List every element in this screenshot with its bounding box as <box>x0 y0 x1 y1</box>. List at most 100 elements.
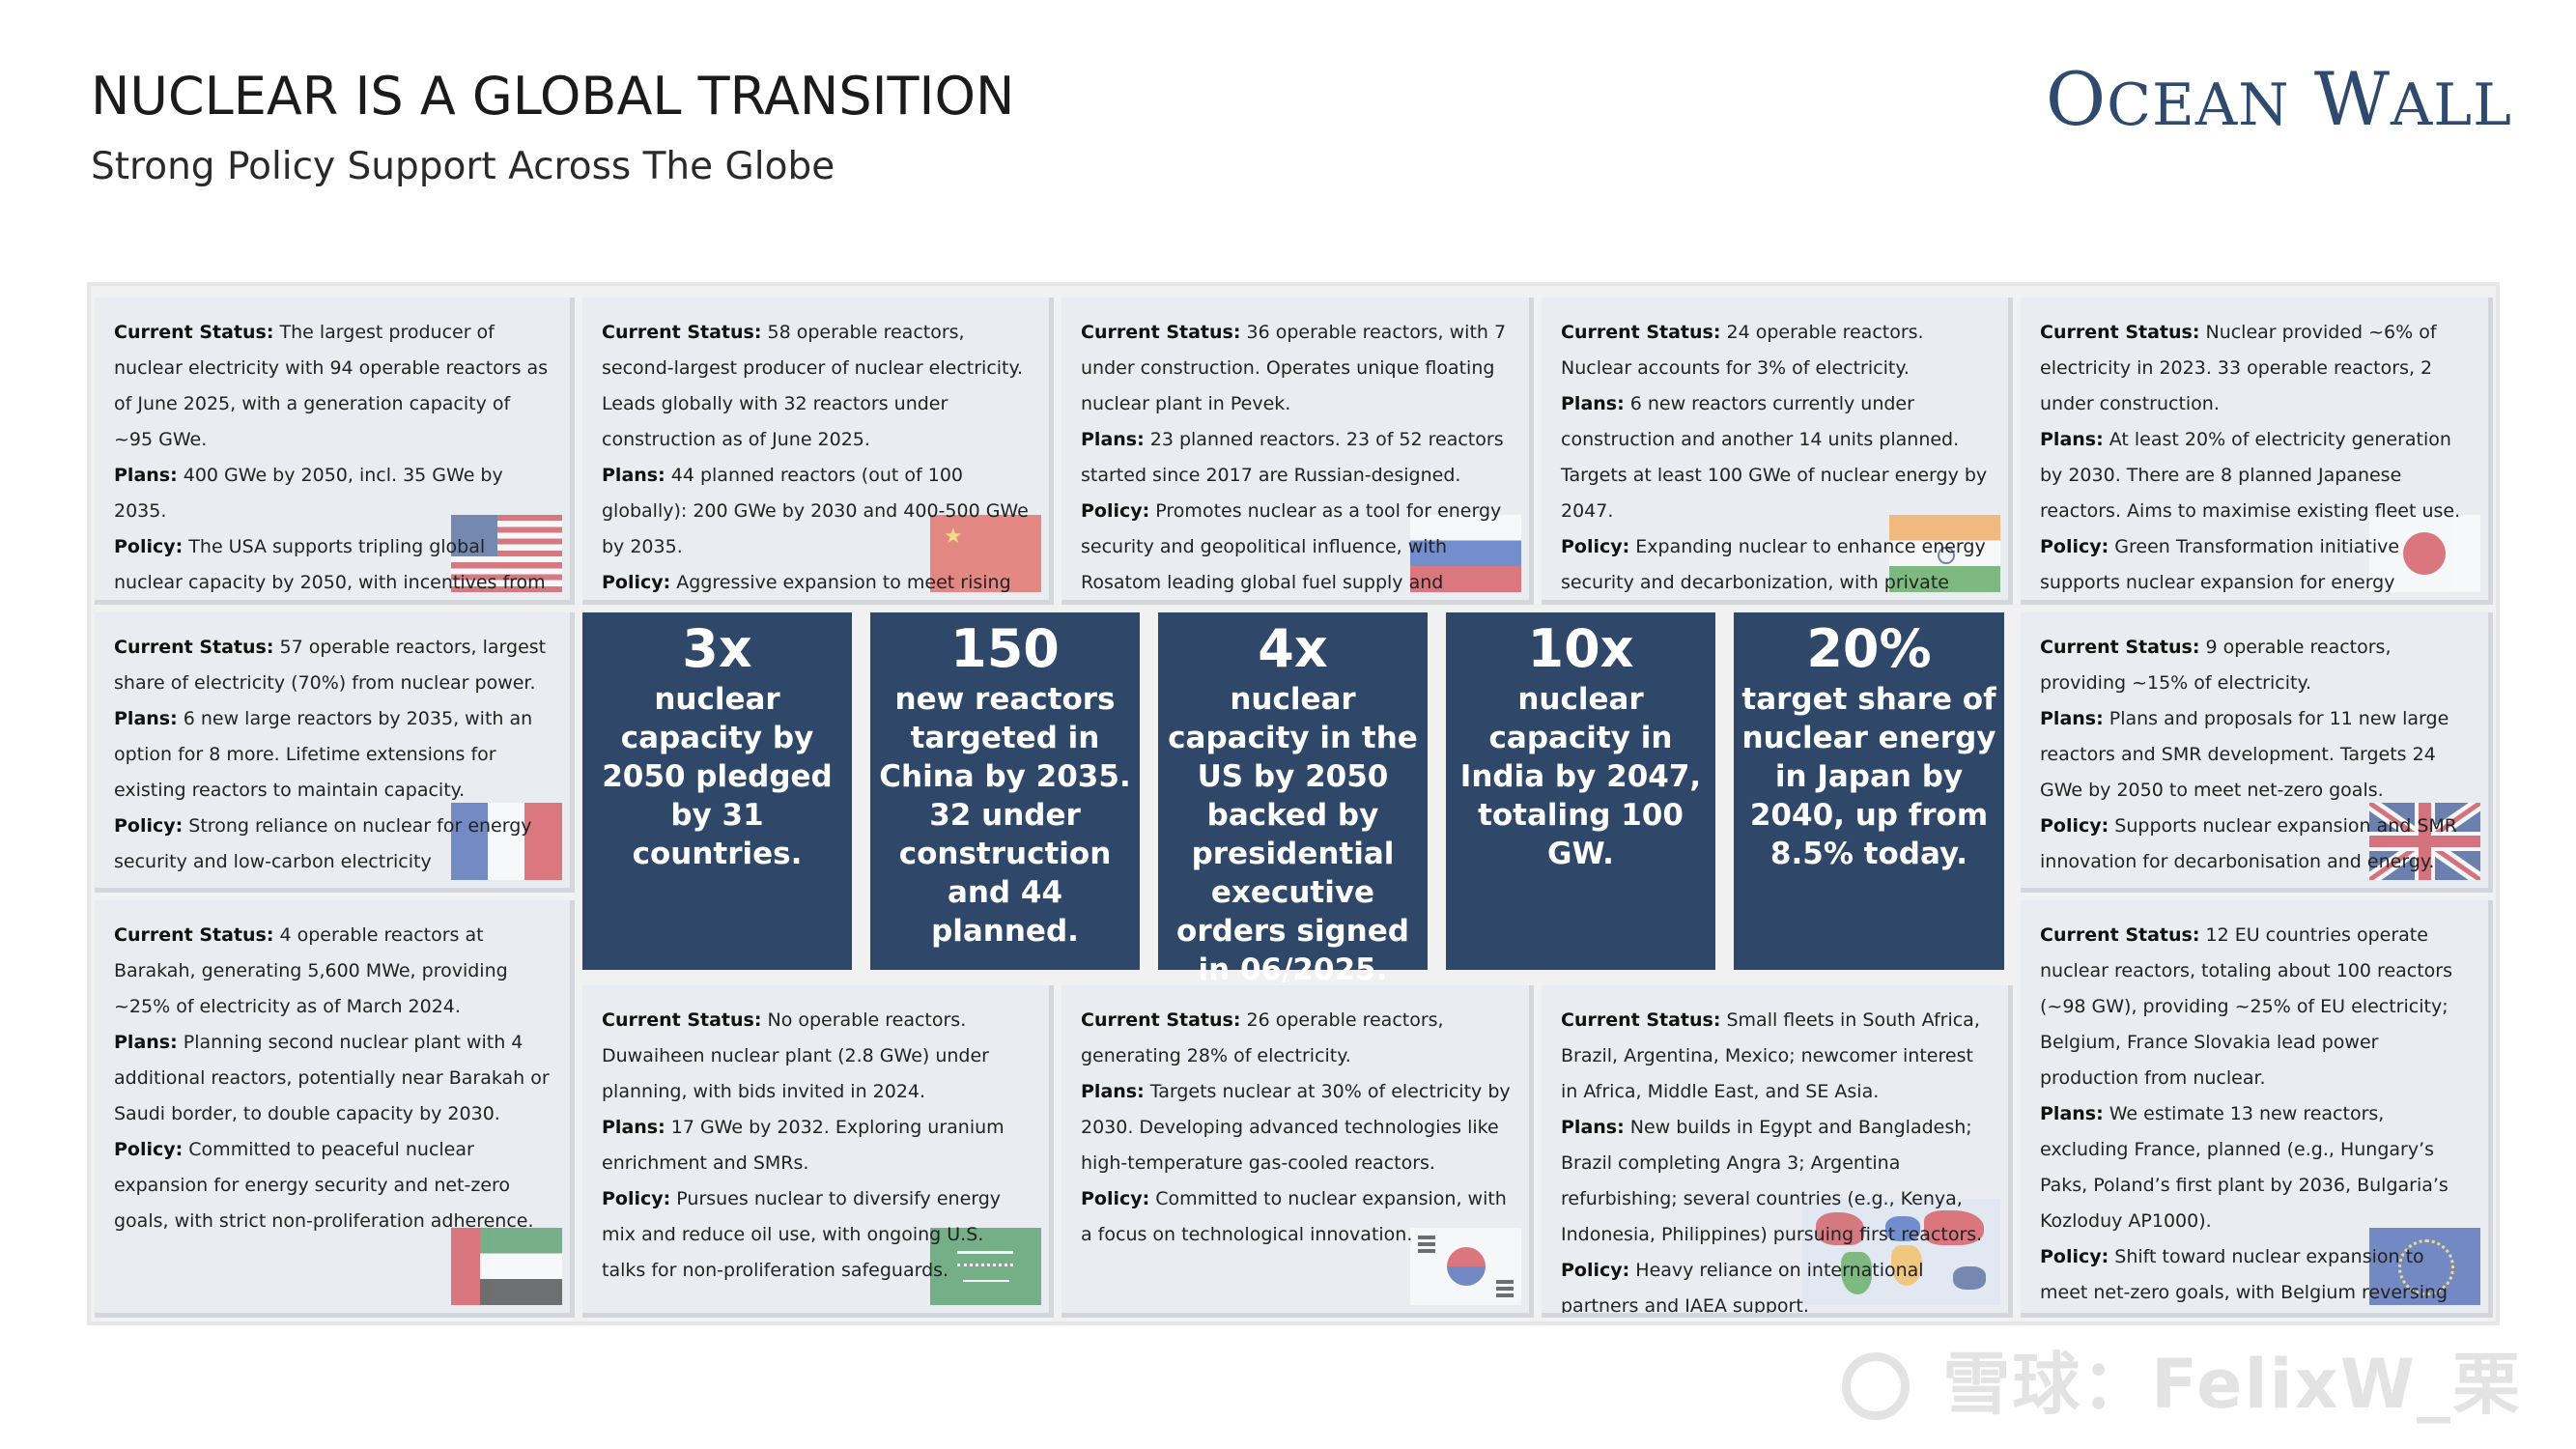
policy-label: Policy: <box>114 1139 184 1160</box>
stat-value: 10x <box>1527 618 1634 679</box>
page-title: NUCLEAR IS A GLOBAL TRANSITION <box>91 66 1015 127</box>
plans-label: Plans: <box>2040 1103 2104 1124</box>
plans-text: Targets nuclear at 30% of electricity by… <box>1081 1081 1511 1174</box>
card-text: Plans: 6 new reactors currently under co… <box>1561 386 1991 529</box>
card-eu: Current Status: 12 EU countries operate … <box>2021 900 2493 1318</box>
card-text: Policy: The USA supports tripling global… <box>114 529 552 600</box>
status-label: Current Status: <box>114 322 274 343</box>
stat-tile: 3x nuclear capacity by 2050 pledged by 3… <box>582 612 852 970</box>
policy-text: Strong reliance on nuclear for energy se… <box>114 815 532 872</box>
policy-label: Policy: <box>1561 1260 1630 1281</box>
plans-label: Plans: <box>602 1117 665 1138</box>
policy-text: Green Transformation initiative supports… <box>2040 536 2400 593</box>
stat-tile: 4x nuclear capacity in the US by 2050 ba… <box>1158 612 1428 987</box>
status-label: Current Status: <box>2040 322 2200 343</box>
card-text: Policy: Heavy reliance on international … <box>1561 1253 1991 1317</box>
status-text: 24 operable reactors. Nuclear accounts f… <box>1561 322 1924 379</box>
policy-text: Heavy reliance on international partners… <box>1561 1260 1924 1317</box>
policy-label: Policy: <box>1081 1188 1150 1209</box>
card-text: Current Status: 58 operable reactors, se… <box>602 315 1032 458</box>
card-text: Current Status: 24 operable reactors. Nu… <box>1561 315 1991 386</box>
card-text: Current Status: Nuclear provided ~6% of … <box>2040 315 2471 422</box>
card-text: Plans: Plans and proposals for 11 new la… <box>2040 701 2471 809</box>
card-text: Plans: 6 new large reactors by 2035, wit… <box>114 701 552 809</box>
ocean-wall-logo: OCEAN WALL <box>2046 56 2512 142</box>
card-text: Current Status: No operable reactors. Du… <box>602 1003 1032 1110</box>
plans-label: Plans: <box>1081 1081 1145 1102</box>
card-text: Policy: Pursues nuclear to diversify ene… <box>602 1181 1032 1289</box>
status-text: No operable reactors. Duwaiheen nuclear … <box>602 1009 989 1102</box>
status-label: Current Status: <box>2040 924 2200 946</box>
status-label: Current Status: <box>1561 1009 1721 1031</box>
plans-label: Plans: <box>2040 708 2104 729</box>
card-text: Plans: Targets nuclear at 30% of electri… <box>1081 1074 1512 1181</box>
card-saudi-arabia: Current Status: No operable reactors. Du… <box>582 985 1054 1318</box>
stat-value: 3x <box>682 618 752 679</box>
plans-label: Plans: <box>1561 1117 1625 1138</box>
card-uk: Current Status: 9 operable reactors, pro… <box>2021 612 2493 893</box>
france-flag <box>451 803 562 880</box>
card-text: Policy: Shift toward nuclear expansion t… <box>2040 1239 2471 1313</box>
plans-text: 6 new reactors currently under construct… <box>1561 393 1988 522</box>
status-label: Current Status: <box>602 322 762 343</box>
watermark: 雪球：FelixW_栗 <box>1942 1345 2522 1424</box>
card-text: Policy: Supports nuclear expansion and S… <box>2040 809 2471 880</box>
stat-tile: 150 new reactors targeted in China by 20… <box>870 612 1140 970</box>
status-label: Current Status: <box>2040 637 2200 658</box>
stat-value: 20% <box>1806 618 1932 679</box>
card-russia: Current Status: 36 operable reactors, wi… <box>1062 298 1534 605</box>
plans-label: Plans: <box>2040 429 2104 450</box>
policy-label: Policy: <box>602 1188 671 1209</box>
status-text: 57 operable reactors, largest share of e… <box>114 637 547 694</box>
status-text: 26 operable reactors, generating 28% of … <box>1081 1009 1444 1066</box>
card-text: Plans: Planning second nuclear plant wit… <box>114 1025 552 1132</box>
russia-flag <box>1410 515 1521 592</box>
plans-label: Plans: <box>114 465 178 486</box>
india-flag <box>1889 515 2000 592</box>
card-text: Plans: At least 20% of electricity gener… <box>2040 422 2471 529</box>
page-subtitle: Strong Policy Support Across The Globe <box>91 145 835 188</box>
card-text: Current Status: The largest producer of … <box>114 315 552 458</box>
logo-letters: CEAN <box>2107 71 2290 139</box>
china-flag: ★ <box>930 515 1041 592</box>
card-text: Policy: Expanding nuclear to enhance ene… <box>1561 529 1991 600</box>
plans-label: Plans: <box>114 708 178 729</box>
status-text: 9 operable reactors, providing ~15% of e… <box>2040 637 2392 694</box>
status-text: 36 operable reactors, with 7 under const… <box>1081 322 1507 414</box>
card-china: Current Status: 58 operable reactors, se… <box>582 298 1054 605</box>
plans-text: 23 planned reactors. 23 of 52 reactors s… <box>1081 429 1504 486</box>
stat-description: new reactors targeted in China by 2035. … <box>879 682 1131 949</box>
card-text: Plans: New builds in Egypt and Banglades… <box>1561 1110 1991 1253</box>
status-label: Current Status: <box>1081 322 1241 343</box>
status-text: 58 operable reactors, second-largest pro… <box>602 322 1024 450</box>
policy-label: Policy: <box>1561 536 1630 557</box>
plans-text: At least 20% of electricity generation b… <box>2040 429 2461 522</box>
status-text: 12 EU countries operate nuclear reactors… <box>2040 924 2453 1089</box>
plans-text: New builds in Egypt and Bangladesh; Braz… <box>1561 1117 1983 1245</box>
policy-label: Policy: <box>2040 1246 2109 1267</box>
stat-description: nuclear capacity in the US by 2050 backe… <box>1168 682 1418 987</box>
card-france: Current Status: 57 operable reactors, la… <box>95 612 575 893</box>
policy-text: Committed to nuclear expansion, with a f… <box>1081 1188 1507 1245</box>
card-text: Current Status: 26 operable reactors, ge… <box>1081 1003 1512 1074</box>
stat-tile: 20% target share of nuclear energy in Ja… <box>1734 612 2004 970</box>
card-text: Plans: 44 planned reactors (out of 100 g… <box>602 458 1032 565</box>
card-usa: Current Status: The largest producer of … <box>95 298 575 605</box>
plans-text: 44 planned reactors (out of 100 globally… <box>602 465 1029 557</box>
policy-text: Aggressive expansion to meet rising ener… <box>676 572 1011 593</box>
status-text: The largest producer of nuclear electric… <box>114 322 549 450</box>
plans-label: Plans: <box>1081 429 1145 450</box>
policy-text: Promotes nuclear as a tool for energy se… <box>1081 500 1502 593</box>
card-text: Plans: We estimate 13 new reactors, excl… <box>2040 1096 2471 1239</box>
card-text: Policy: Committed to nuclear expansion, … <box>1081 1181 1512 1253</box>
policy-text: Shift toward nuclear expansion to meet n… <box>2040 1246 2449 1303</box>
status-label: Current Status: <box>114 924 274 946</box>
policy-label: Policy: <box>2040 815 2109 837</box>
status-label: Current Status: <box>602 1009 762 1031</box>
us-flag <box>451 515 562 592</box>
card-text: Plans: 400 GWe by 2050, incl. 35 GWe by … <box>114 458 552 529</box>
policy-label: Policy: <box>2040 536 2109 557</box>
uae-flag <box>451 1228 562 1305</box>
stat-description: nuclear capacity in India by 2047, total… <box>1459 682 1702 871</box>
card-text: Current Status: Small fleets in South Af… <box>1561 1003 1991 1110</box>
